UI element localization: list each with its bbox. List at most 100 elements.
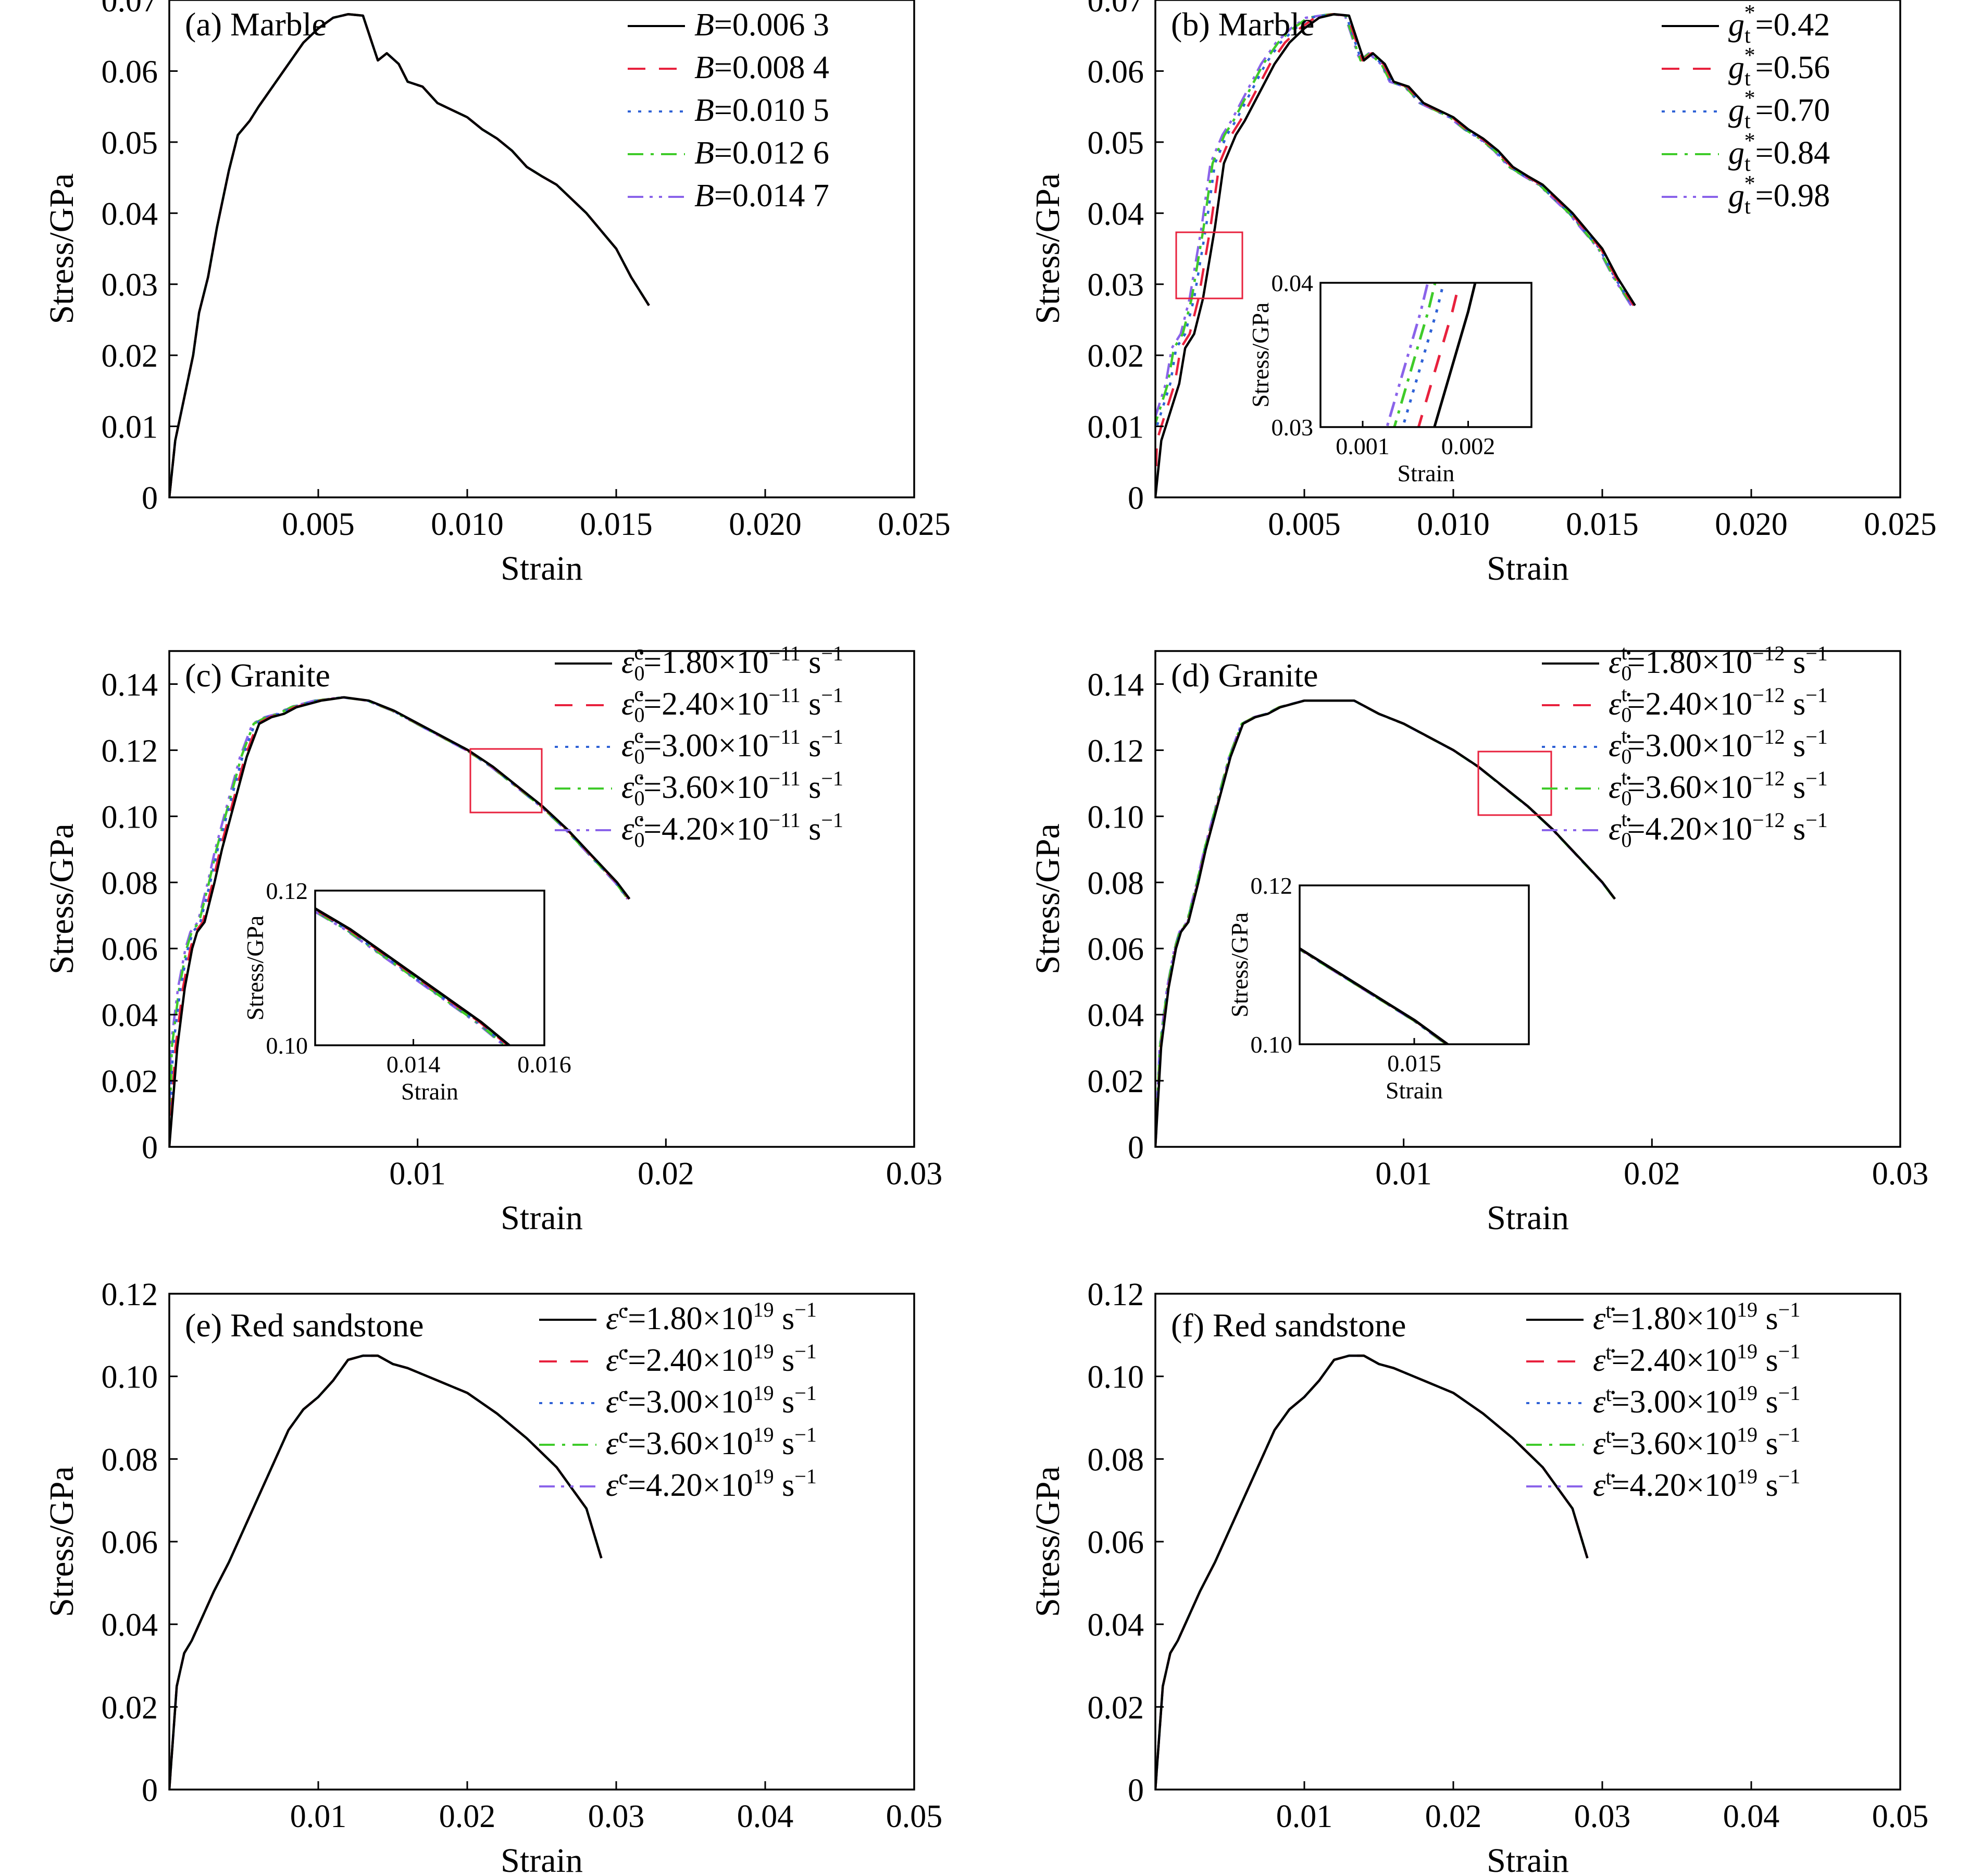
inset-x-axis-title: Strain	[1398, 460, 1455, 486]
legend-item: ε̇0c=3.00×10−11 s−1	[555, 724, 843, 768]
inset-series-line	[315, 907, 512, 1045]
x-tick-label: 0.025	[878, 507, 951, 542]
x-tick-label: 0.015	[1566, 507, 1639, 542]
legend-label: ε̇c=3.00×1019 s−1	[606, 1381, 817, 1420]
inset-x-tick-label: 0.015	[1387, 1050, 1441, 1077]
series-line	[169, 1354, 603, 1790]
y-tick-label: 0	[1128, 1130, 1144, 1166]
legend-label: ε̇c=1.80×1019 s−1	[606, 1298, 817, 1336]
legend-item: ε̇c=1.80×1019 s−1	[539, 1298, 817, 1336]
legend-item: ε̇0c=3.60×10−11 s−1	[555, 766, 843, 810]
legend-subscript: 0	[1621, 703, 1631, 727]
legend-unit-exponent: −1	[794, 1340, 817, 1363]
x-axis-title: Strain	[1487, 1842, 1569, 1876]
legend-unit-exponent: −1	[1778, 1381, 1801, 1405]
legend-unit: s	[801, 811, 821, 847]
legend-superscript: t	[1605, 1382, 1611, 1406]
y-tick-label: 0.04	[102, 998, 158, 1033]
legend-label: gt*=0.56	[1728, 44, 1830, 91]
legend-value: =0.014 7	[714, 178, 829, 214]
series-line	[169, 13, 650, 497]
y-tick-label: 0.08	[1088, 866, 1144, 901]
series-line	[169, 13, 650, 497]
y-tick-label: 0.12	[1088, 733, 1144, 769]
legend-superscript: c	[618, 1382, 628, 1406]
legend-unit: s	[801, 770, 821, 805]
legend-value: =4.20×10	[628, 1468, 753, 1503]
y-tick-label: 0.01	[102, 410, 158, 445]
legend-unit: s	[1785, 645, 1806, 680]
legend-symbol: g	[1728, 135, 1744, 171]
series-group	[169, 696, 631, 1147]
legend-unit: s	[774, 1343, 795, 1378]
legend-unit: s	[801, 686, 821, 722]
y-tick-label: 0.14	[102, 667, 158, 703]
series-group	[169, 1354, 603, 1790]
legend-label: ε̇0t=3.60×10−12 s−1	[1609, 766, 1828, 810]
legend-exponent: −11	[769, 808, 801, 832]
legend-exponent: −11	[769, 725, 801, 748]
legend-item: gt*=0.42	[1662, 1, 1830, 48]
inset-y-tick-label: 0.12	[266, 878, 308, 904]
y-tick-label: 0.08	[102, 1442, 158, 1478]
legend-symbol: g	[1728, 93, 1744, 128]
legend-exponent: −12	[1752, 642, 1785, 665]
legend-label: B=0.008 4	[694, 50, 829, 85]
legend-symbol: B	[694, 7, 714, 43]
legend-superscript: c	[634, 766, 643, 789]
inset-y-axis-title: Stress/GPa	[1247, 303, 1274, 408]
legend-value: =3.60×10	[1612, 1426, 1737, 1461]
y-axis-title: Stress/GPa	[1029, 1466, 1067, 1617]
legend-subscript: 0	[634, 703, 644, 727]
legend-unit-exponent: −1	[1805, 725, 1828, 748]
legend-item: ε̇0t=1.80×10−12 s−1	[1542, 641, 1828, 685]
legend-label: ε̇c=3.60×1019 s−1	[606, 1423, 817, 1461]
legend-value: =0.008 4	[714, 50, 829, 85]
legend-label: B=0.006 3	[694, 7, 829, 43]
inset-series-group	[1385, 283, 1477, 427]
legend-unit: s	[1785, 728, 1806, 764]
series-line	[1155, 1354, 1589, 1790]
legend-item: B=0.014 7	[628, 178, 829, 214]
legend-unit: s	[774, 1301, 795, 1336]
inset-x-tick-label: 0.014	[387, 1051, 441, 1078]
legend-unit-exponent: −1	[1778, 1465, 1801, 1488]
legend-label: ε̇0t=3.00×10−12 s−1	[1609, 724, 1828, 768]
legend-exponent: 19	[753, 1465, 774, 1488]
y-tick-label: 0.10	[102, 1360, 158, 1395]
series-line	[1155, 699, 1616, 1147]
inset-x-tick-label: 0.016	[517, 1051, 571, 1078]
y-tick-label: 0	[142, 481, 158, 516]
chart-panel: 0.01 0.02 0.03 0 0.02 0.04 0.06 0.08 0.10 0.12 0.1…	[1029, 650, 1928, 1237]
x-tick-label: 0.01	[1375, 1156, 1432, 1192]
legend-unit: s	[774, 1426, 795, 1461]
legend-label: ε̇0t=1.80×10−12 s−1	[1609, 641, 1828, 685]
panel-title: (c) Granite	[185, 657, 330, 694]
legend-superscript: c	[634, 641, 643, 664]
legend-item: ε̇0t=4.20×10−12 s−1	[1542, 807, 1828, 852]
legend-item: ε̇t=3.00×1019 s−1	[1526, 1381, 1800, 1420]
legend-symbol: B	[694, 93, 714, 128]
legend-unit-exponent: −1	[821, 808, 843, 832]
series-line	[1155, 1354, 1589, 1790]
y-tick-label: 0.04	[102, 196, 158, 232]
legend-value: =1.80×10	[1612, 1301, 1737, 1336]
legend-label: ε̇0t=2.40×10−12 s−1	[1609, 682, 1828, 727]
legend-value: =2.40×10	[628, 1343, 753, 1378]
zoom-box	[469, 748, 543, 814]
legend-unit: s	[1758, 1426, 1778, 1461]
legend-symbol: g	[1728, 50, 1744, 85]
legend-unit: s	[801, 645, 821, 680]
series-line	[169, 696, 630, 1147]
inset-background	[1300, 885, 1529, 1044]
legend-superscript: c	[618, 1341, 628, 1364]
legend-unit-exponent: −1	[1805, 642, 1828, 665]
legend-superscript: *	[1744, 1, 1755, 25]
y-tick-label: 0.02	[1088, 1064, 1144, 1099]
y-tick-label: 0.08	[1088, 1442, 1144, 1478]
legend-value: =0.012 6	[714, 135, 829, 171]
inset-x-tick-label: 0.002	[1441, 433, 1496, 459]
inset-y-tick-label: 0.04	[1272, 270, 1314, 296]
legend-label: ε̇0c=4.20×10−11 s−1	[621, 807, 843, 852]
